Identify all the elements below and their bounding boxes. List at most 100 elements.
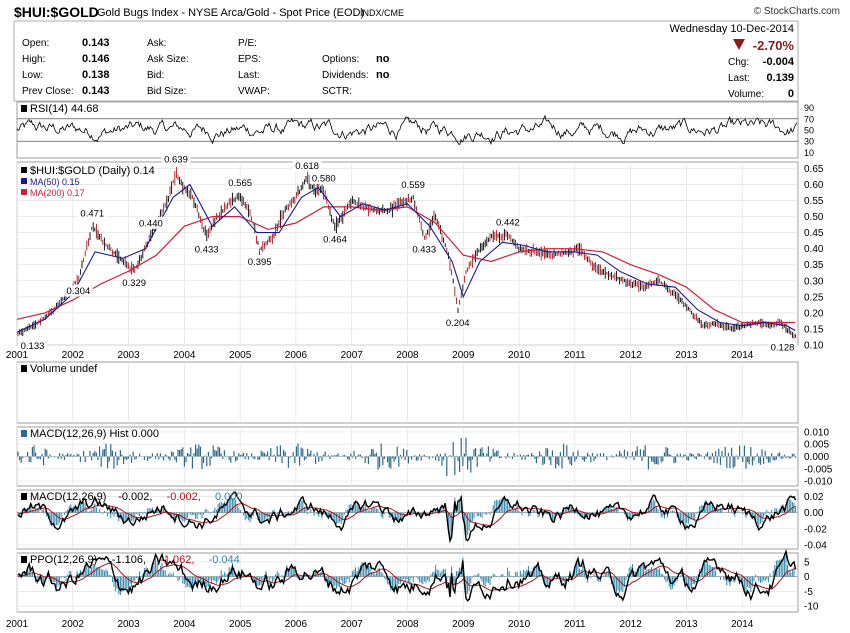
ppo-label-part: PPO(12,26,9) bbox=[30, 554, 97, 566]
x-tick-label: 2010 bbox=[508, 619, 531, 630]
y-tick-label: 0.25 bbox=[804, 292, 824, 303]
y-tick-label: 70 bbox=[804, 114, 814, 124]
price-annotation: 0.329 bbox=[122, 278, 146, 289]
quote-label: EPS: bbox=[238, 54, 261, 65]
quote-table: Open: 0.143 Ask: P/E: High: 0.146 Ask Size: EPS… bbox=[22, 37, 390, 97]
quote-value: 0.138 bbox=[82, 69, 110, 81]
y-tick-label: 0.40 bbox=[804, 244, 824, 255]
price-annotation: 0.433 bbox=[195, 245, 219, 256]
quote-label: Options: bbox=[322, 54, 359, 65]
price-legend-item: MA(50) 0.15 bbox=[30, 177, 80, 187]
annotation-box bbox=[77, 206, 107, 219]
quote-label: Ask Size: bbox=[147, 54, 189, 65]
y-tick-label: -5 bbox=[804, 587, 813, 598]
down-arrow-icon bbox=[733, 39, 745, 50]
ppo-signal-line bbox=[17, 562, 796, 591]
ppo-label-part: -1.106, bbox=[112, 554, 146, 566]
x-tick-label: 2012 bbox=[620, 619, 643, 630]
price-annotation: 0.559 bbox=[401, 180, 425, 191]
y-tick-label: 0.010 bbox=[804, 427, 829, 438]
annotation-box bbox=[493, 216, 523, 229]
quote-label: Low: bbox=[22, 70, 43, 81]
macd-line bbox=[17, 491, 797, 544]
rsi-panel bbox=[16, 101, 799, 159]
x-tick-label: 2001 bbox=[6, 350, 29, 361]
price-annotation: 0.580 bbox=[312, 173, 336, 184]
quote-label: Bid Size: bbox=[147, 86, 186, 97]
volume-label: Volume undef bbox=[30, 363, 98, 375]
rsi-label: RSI(14) 44.68 bbox=[30, 103, 98, 115]
annotation-box bbox=[225, 176, 255, 189]
x-tick-label: 2007 bbox=[341, 619, 364, 630]
index-name: Gold Bugs Index - NYSE Arca/Gold - Spot … bbox=[97, 7, 364, 19]
price-annotation: 0.442 bbox=[496, 218, 520, 229]
y-tick-label: 0.55 bbox=[804, 196, 824, 207]
ma50-line bbox=[16, 183, 796, 333]
price-annotation: 0.133 bbox=[21, 341, 45, 352]
y-tick-label: -0.04 bbox=[804, 540, 827, 551]
legend-swatch bbox=[21, 556, 27, 563]
annotation-box bbox=[18, 339, 47, 352]
y-tick-label: 0.00 bbox=[804, 508, 824, 519]
price-legend-item: $HUI:$GOLD (Daily) 0.14 bbox=[30, 165, 155, 177]
x-tick-label: 2007 bbox=[341, 350, 364, 361]
quote-label: High: bbox=[22, 54, 45, 65]
y-tick-label: 0.000 bbox=[804, 452, 829, 463]
y-tick-label: 0.30 bbox=[804, 276, 824, 287]
x-tick-label: 2014 bbox=[731, 350, 754, 361]
symbol-title: $HUI:$GOLD bbox=[14, 4, 99, 20]
y-tick-label: 0.15 bbox=[804, 324, 824, 335]
y-tick-label: -0.005 bbox=[804, 464, 833, 475]
x-tick-label: 2005 bbox=[229, 619, 252, 630]
y-tick-label: 0.50 bbox=[804, 212, 824, 223]
y-tick-label: -0.02 bbox=[804, 524, 827, 535]
summary-label: Last: bbox=[728, 73, 750, 84]
y-tick-label: 0.10 bbox=[804, 341, 824, 352]
y-tick-label: 5 bbox=[804, 557, 810, 568]
macd-label-part: 0.000 bbox=[215, 491, 243, 503]
quote-label: Prev Close: bbox=[22, 86, 74, 97]
y-tick-label: 30 bbox=[804, 137, 814, 147]
price-annotation: 0.433 bbox=[412, 245, 436, 256]
annotation-box bbox=[192, 243, 222, 256]
x-tick-label: 2003 bbox=[117, 350, 140, 361]
x-tick-label: 2009 bbox=[452, 350, 475, 361]
ma200-line bbox=[16, 206, 796, 324]
summary-label: Volume: bbox=[728, 89, 764, 100]
x-tick-label: 2011 bbox=[564, 350, 586, 361]
price-annotation: 0.565 bbox=[228, 178, 252, 189]
x-tick-label: 2002 bbox=[62, 350, 85, 361]
ppo-line bbox=[18, 548, 797, 602]
quote-value: no bbox=[376, 53, 390, 65]
ppo-label-part: -0.044 bbox=[209, 554, 240, 566]
price-annotation: 0.304 bbox=[66, 286, 90, 297]
price-annotation: 0.204 bbox=[446, 318, 470, 329]
x-tick-label: 2010 bbox=[508, 350, 531, 361]
y-tick-label: 0.20 bbox=[804, 308, 824, 319]
y-tick-label: 0.35 bbox=[804, 260, 824, 271]
x-tick-label: 2014 bbox=[731, 619, 754, 630]
macd-hist-label: MACD(12,26,9) Hist 0.000 bbox=[30, 428, 159, 440]
quote-label: VWAP: bbox=[238, 86, 270, 97]
annotation-box bbox=[398, 178, 428, 191]
macd-label-part: -0.002, bbox=[118, 491, 152, 503]
legend-swatch bbox=[21, 167, 27, 173]
x-tick-label: 2011 bbox=[564, 619, 586, 630]
annotation-box bbox=[292, 159, 322, 172]
x-tick-label: 2002 bbox=[62, 619, 85, 630]
y-tick-label: 0.02 bbox=[804, 492, 824, 503]
summary-value: 0.139 bbox=[766, 72, 794, 84]
brand-logo: © StockCharts.com bbox=[754, 6, 840, 17]
price-legend-item: MA(200) 0.17 bbox=[30, 188, 85, 198]
annotation-box bbox=[768, 341, 797, 354]
legend-swatch bbox=[21, 105, 27, 112]
x-tick-label: 2008 bbox=[396, 619, 419, 630]
change-percent: -2.70% bbox=[753, 38, 795, 53]
x-tick-label: 2004 bbox=[173, 619, 196, 630]
ppo-label-part: -1.062, bbox=[160, 554, 194, 566]
legend-swatch bbox=[21, 365, 27, 372]
x-tick-label: 2001 bbox=[6, 619, 29, 630]
annotation-box bbox=[245, 255, 275, 268]
annotation-box bbox=[409, 243, 439, 256]
